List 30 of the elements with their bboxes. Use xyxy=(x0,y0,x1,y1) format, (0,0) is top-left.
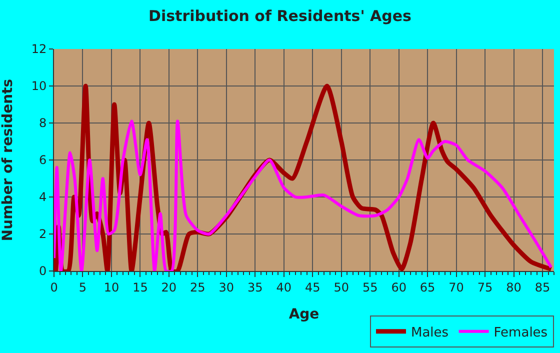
x-axis-title: Age xyxy=(288,306,320,323)
x-tick-label: 50 xyxy=(334,280,349,294)
x-tick-label: 55 xyxy=(362,280,378,294)
x-tick-label: 60 xyxy=(391,280,406,294)
y-axis-title: Number of residents xyxy=(0,78,16,242)
y-tick-label: 0 xyxy=(38,264,47,278)
y-tick-label: 6 xyxy=(38,153,47,168)
x-tick-label: 0 xyxy=(50,280,58,294)
y-tick-label: 8 xyxy=(38,116,47,130)
x-tick-label: 45 xyxy=(304,280,320,294)
x-tick-label: 15 xyxy=(132,280,148,294)
y-tick-label: 2 xyxy=(38,227,47,242)
x-tick-label: 85 xyxy=(534,280,550,294)
y-tick-label: 10 xyxy=(31,79,47,94)
x-tick-label: 20 xyxy=(161,280,177,294)
chart-title: Distribution of Residents' Ages xyxy=(148,7,412,26)
x-tick-label: 40 xyxy=(276,280,292,294)
x-tick-label: 25 xyxy=(190,280,206,294)
legend-label: Males xyxy=(411,325,449,340)
x-tick-label: 30 xyxy=(218,280,234,294)
x-tick-label: 5 xyxy=(78,280,87,294)
x-tick-label: 65 xyxy=(420,280,436,294)
x-tick-label: 10 xyxy=(104,280,120,294)
x-tick-label: 80 xyxy=(506,280,522,294)
y-tick-label: 12 xyxy=(31,42,47,56)
x-tick-label: 35 xyxy=(248,280,263,294)
y-tick-label: 4 xyxy=(38,190,47,204)
x-tick-label: 75 xyxy=(477,280,493,294)
x-tick-label: 70 xyxy=(448,280,464,294)
legend-label: Females xyxy=(494,325,548,340)
